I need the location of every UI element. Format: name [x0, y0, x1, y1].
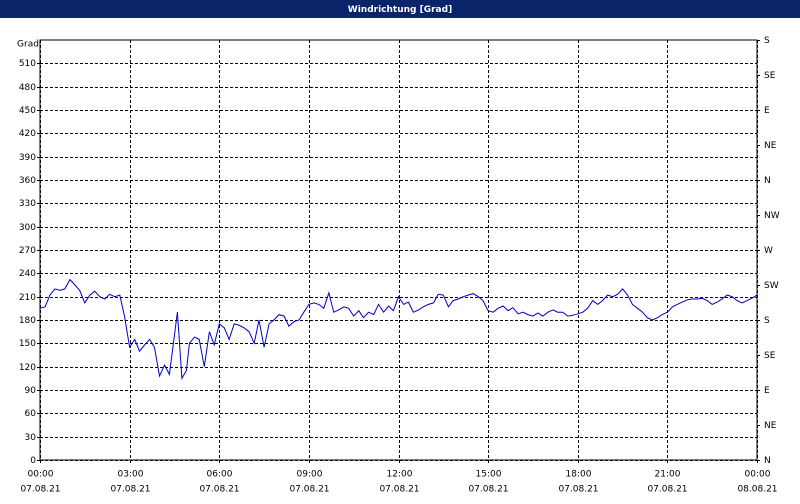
y-tick-label: 120	[19, 363, 36, 373]
x-tick-date: 07.08.21	[647, 485, 687, 495]
y-tick-label: 30	[25, 433, 37, 443]
y2-tick-label: SE	[764, 71, 776, 81]
x-tick-label: 12:00	[387, 470, 413, 480]
x-tick-label: 00:00	[28, 470, 54, 480]
y-tick-label: 240	[19, 269, 36, 279]
y2-tick-label: NW	[764, 211, 780, 221]
y2-tick-label: N	[764, 176, 771, 186]
chart-title: Windrichtung [Grad]	[348, 5, 452, 15]
y-tick-label: 360	[19, 176, 36, 186]
y-tick-label: 300	[19, 223, 36, 233]
x-tick-label: 03:00	[118, 470, 144, 480]
y-tick-label: 150	[19, 339, 36, 349]
y-tick-label: 450	[19, 106, 36, 116]
title-bar	[0, 0, 800, 18]
y2-tick-label: E	[764, 106, 770, 116]
y2-tick-label: NE	[764, 421, 777, 431]
x-tick-date: 07.08.21	[379, 485, 419, 495]
x-tick-date: 07.08.21	[558, 485, 598, 495]
x-tick-label: 00:00	[745, 470, 771, 480]
y-tick-label: 480	[19, 83, 36, 93]
x-tick-date: 07.08.21	[110, 485, 150, 495]
y-tick-label: 0	[30, 456, 36, 466]
y2-tick-label: W	[764, 246, 773, 256]
x-tick-label: 06:00	[207, 470, 233, 480]
y-tick-label: 510	[19, 59, 36, 69]
y2-tick-label: S	[764, 316, 770, 326]
x-tick-label: 15:00	[476, 470, 502, 480]
x-tick-date: 07.08.21	[468, 485, 508, 495]
x-tick-label: 18:00	[566, 470, 592, 480]
x-tick-label: 21:00	[655, 470, 681, 480]
x-tick-date: 08.08.21	[737, 485, 777, 495]
y2-tick-label: E	[764, 386, 770, 396]
y-tick-label: 90	[25, 386, 37, 396]
x-tick-date: 07.08.21	[199, 485, 239, 495]
y2-tick-label: SE	[764, 351, 776, 361]
y-tick-label: 210	[19, 293, 36, 303]
x-tick-label: 09:00	[297, 470, 323, 480]
y-axis-label: Grad	[17, 40, 39, 50]
data-line	[39, 278, 758, 380]
y2-tick-label: S	[764, 36, 770, 46]
y-tick-label: 390	[19, 153, 36, 163]
y-tick-label: 420	[19, 129, 36, 139]
y2-tick-label: SW	[764, 281, 779, 291]
x-tick-date: 07.08.21	[20, 485, 60, 495]
y-tick-label: 270	[19, 246, 36, 256]
y-tick-label: 180	[19, 316, 36, 326]
y2-tick-label: NE	[764, 141, 777, 151]
y-tick-label: 60	[25, 409, 37, 419]
y2-tick-label: N	[764, 456, 771, 466]
y-tick-label: 330	[19, 199, 36, 209]
x-tick-date: 07.08.21	[289, 485, 329, 495]
